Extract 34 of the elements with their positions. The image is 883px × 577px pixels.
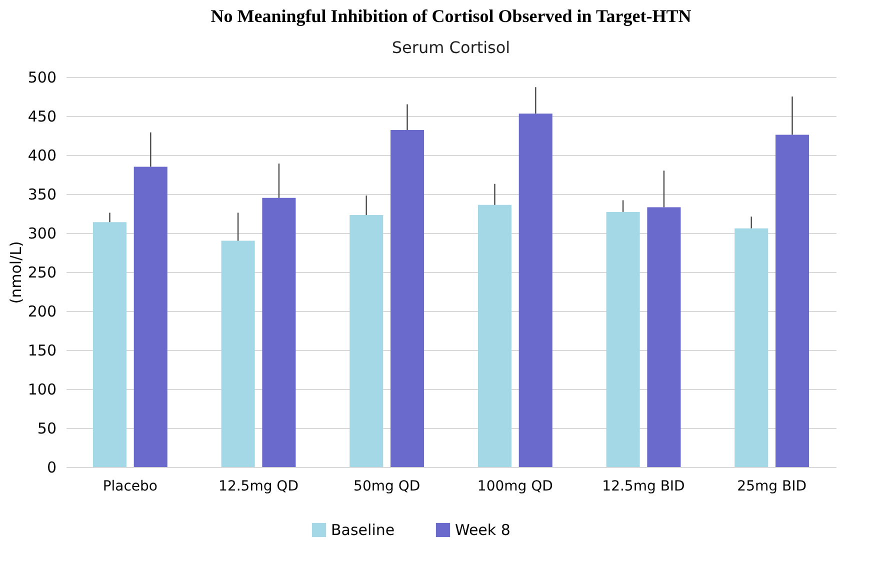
- y-tick-label: 50: [37, 420, 56, 438]
- x-tick-label: 25mg BID: [737, 478, 806, 494]
- x-tick-label: 12.5mg BID: [602, 478, 685, 494]
- legend-label: Baseline: [331, 521, 395, 539]
- y-tick-label: 300: [28, 224, 56, 242]
- bar: [262, 198, 296, 467]
- chart-subtitle: Serum Cortisol: [392, 38, 510, 57]
- x-tick-label: Placebo: [102, 478, 158, 494]
- y-tick-label: 450: [28, 108, 56, 126]
- bar: [134, 166, 168, 467]
- legend-label: Week 8: [455, 521, 510, 539]
- y-tick-label: 350: [28, 186, 56, 204]
- bar: [350, 215, 384, 467]
- bar: [647, 207, 681, 467]
- bar: [92, 222, 126, 467]
- bar: [478, 204, 512, 467]
- bar: [221, 240, 255, 467]
- y-tick-label: 100: [28, 380, 56, 398]
- y-tick-label: 150: [28, 342, 56, 360]
- x-tick-label: 100mg QD: [477, 478, 553, 494]
- y-axis-title: (nmol/L): [6, 241, 25, 304]
- x-tick-label: 12.5mg QD: [218, 478, 298, 494]
- x-tick-label: 50mg QD: [354, 478, 420, 494]
- bar: [776, 134, 810, 467]
- chart-title: No Meaningful Inhibition of Cortisol Observed in Target-HTN: [210, 6, 692, 26]
- y-tick-label: 250: [28, 264, 56, 282]
- bar: [518, 114, 552, 467]
- bar: [606, 212, 640, 467]
- y-tick-label: 0: [46, 458, 56, 476]
- bar: [390, 130, 424, 467]
- bar: [734, 228, 768, 467]
- y-tick-label: 500: [28, 68, 56, 86]
- y-tick-label: 400: [28, 146, 56, 164]
- y-tick-label: 200: [28, 302, 56, 320]
